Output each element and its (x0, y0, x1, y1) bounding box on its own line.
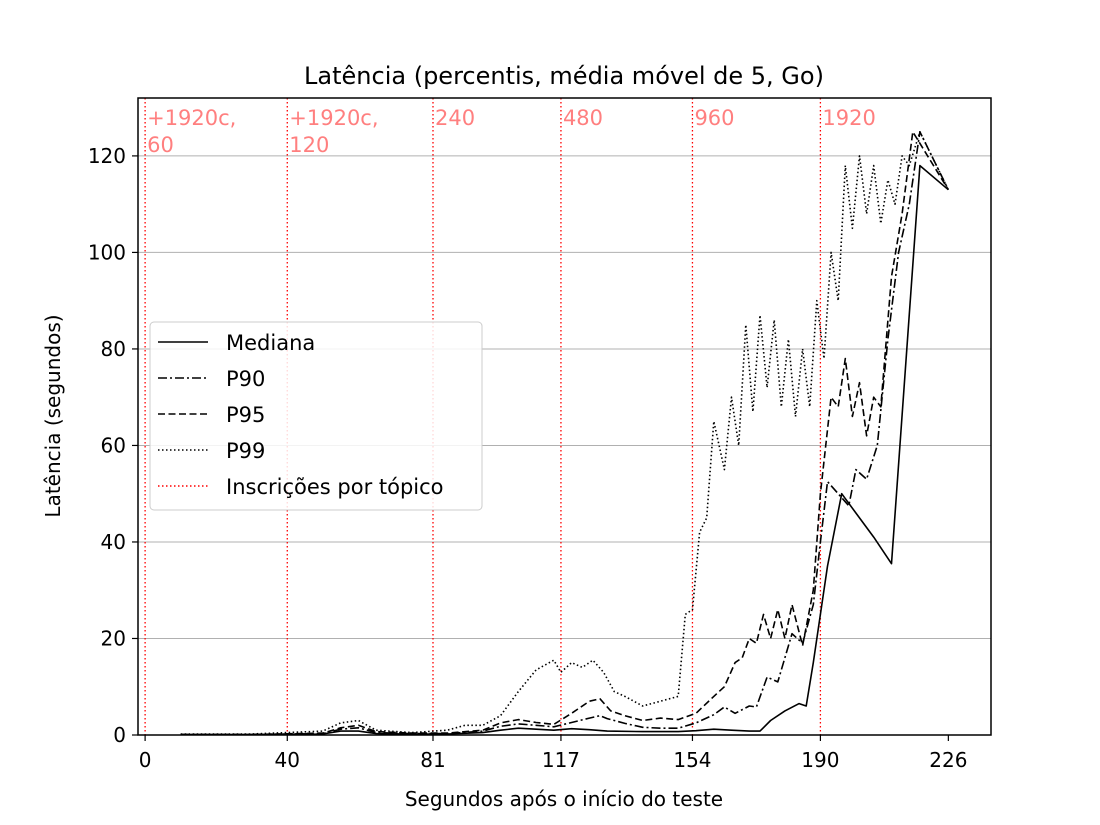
subscription-marker-label: +1920c, (289, 106, 378, 130)
x-axis-label: Segundos após o início do teste (405, 787, 723, 811)
y-tick-label: 100 (88, 240, 126, 264)
subscription-marker-label: +1920c, (147, 106, 236, 130)
subscription-marker-label: 480 (563, 106, 603, 130)
subscription-marker-label: 1920 (822, 106, 875, 130)
y-tick-label: 80 (101, 337, 126, 361)
legend-label: P99 (226, 439, 265, 463)
series-mediana-line (180, 164, 949, 736)
y-tick-label: 120 (88, 144, 126, 168)
y-tick-label: 0 (113, 723, 126, 747)
y-tick-label: 20 (101, 626, 126, 650)
legend-label: Inscrições por tópico (226, 475, 444, 499)
legend: Mediana P90 P95 P99 Inscrições por tópico (149, 321, 483, 511)
y-axis-label: Latência (segundos) (41, 314, 65, 517)
x-tick-label: 117 (542, 748, 580, 772)
axis-ticks: 0 20 40 60 80 100 120 0 40 81 117 154 190 226 (88, 144, 968, 772)
plot-frame (137, 97, 992, 736)
subscription-marker-label: 240 (435, 106, 475, 130)
legend-label: Mediana (226, 331, 315, 355)
x-tick-label: 0 (139, 748, 152, 772)
x-tick-label: 190 (801, 748, 839, 772)
legend-box (149, 321, 483, 511)
subscription-marker-label: 120 (289, 133, 329, 157)
x-tick-label: 226 (929, 748, 967, 772)
x-tick-label: 81 (420, 748, 445, 772)
series-p95-line (180, 131, 949, 736)
x-tick-label: 154 (673, 748, 711, 772)
legend-label: P90 (226, 367, 265, 391)
x-tick-label: 40 (275, 748, 300, 772)
series-lines (180, 131, 950, 736)
legend-label: P95 (226, 403, 265, 427)
chart-title: Latência (percentis, média móvel de 5, G… (304, 62, 824, 90)
series-p99-line (180, 131, 950, 735)
y-tick-label: 40 (101, 530, 126, 554)
subscription-marker-label: 60 (147, 133, 174, 157)
y-tick-label: 60 (101, 433, 126, 457)
subscription-markers: +1920c, 60 +1920c, 120 240 480 960 1920 (144, 98, 876, 735)
subscription-marker-label: 960 (694, 106, 734, 130)
